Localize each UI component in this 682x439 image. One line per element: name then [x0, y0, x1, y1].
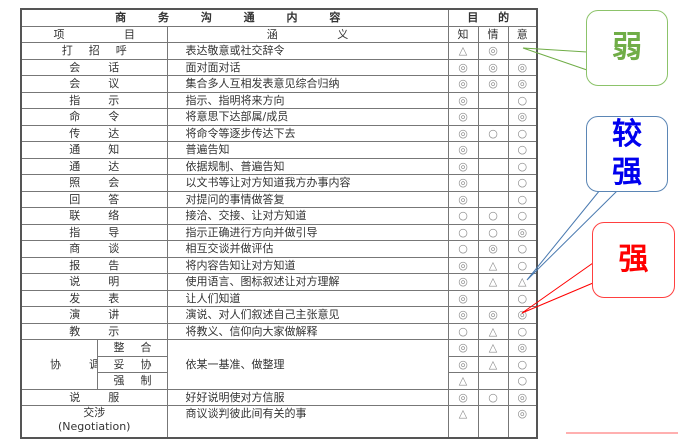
table-row: 商谈 相互交谈并做评估 ○ ◎ ○ [20, 240, 538, 258]
column-header-row: 项 目 涵 义 知 情 意 [20, 25, 538, 43]
purpose-header: 目 的 [447, 8, 538, 27]
table-row: 说明 使用语言、图标叙述让对方理解 ◎ △ △ [20, 273, 538, 291]
table-row: 联络 接洽、交接、让对方知道 ○ ○ ○ [20, 207, 538, 225]
strong-connector [521, 262, 594, 314]
meaning-cell: 演说、对人们叙述自己主张意见 [166, 306, 449, 324]
meaning-cell: 将命令等逐步传达下去 [166, 124, 449, 142]
meaning-cell: 表达敬意或社交辞令 [166, 42, 449, 60]
callout-strong-label: 强 [618, 242, 649, 277]
item-cell: 回答 [20, 190, 168, 208]
table-row-negotiation: 交涉 (Negotiation) 商议谈判彼此间有关的事 △ ◎ [20, 405, 538, 439]
negotiation-label: 交涉 [83, 406, 106, 419]
meaning-cell: 好好说明使对方信服 [166, 388, 449, 406]
table-row: 会议 集合多人互相发表意见综合归纳 ◎ ◎ ◎ [20, 75, 538, 93]
meaning-cell: 让人们知道 [166, 289, 449, 307]
item-cell: 说服 [20, 388, 168, 406]
table-row: 发表 让人们知道 ◎ ○ [20, 289, 538, 307]
table-row: 回答 对提问的事情做答复 ◎ ○ [20, 190, 538, 208]
item-cell: 交涉 (Negotiation) [20, 405, 168, 439]
item-cell: 会话 [20, 58, 168, 76]
item-cell: 说明 [20, 273, 168, 291]
feel-mark [477, 405, 509, 439]
intent-mark: ◎ [507, 58, 538, 76]
item-cell: 指导 [20, 223, 168, 241]
meaning-cell: 依某一基准、做整理 [166, 339, 449, 390]
table-row: 照会 以文书等让对方知道我方办事内容 ◎ ○ [20, 174, 538, 192]
callout-weak: 弱 [586, 10, 668, 86]
table-title: 商 务 沟 通 内 容 [20, 8, 449, 27]
weak-connector [522, 47, 588, 71]
meaning-cell: 以文书等让对方知道我方办事内容 [166, 174, 449, 192]
callout-weak-label: 弱 [612, 30, 642, 65]
meaning-cell: 商议谈判彼此间有关的事 [166, 405, 449, 439]
meaning-cell: 接洽、交接、让对方知道 [166, 207, 449, 225]
item-cell: 指示 [20, 91, 168, 109]
table-row: 指示 指示、指明将来方向 ◎ ○ [20, 91, 538, 109]
meaning-cell: 对提问的事情做答复 [166, 190, 449, 208]
callout-stronger: 较强 [586, 116, 668, 192]
negotiation-label-en: (Negotiation) [58, 420, 131, 433]
meaning-cell: 指示、指明将来方向 [166, 91, 449, 109]
stronger-connector [526, 189, 619, 281]
table-row: 协调整合依某一基准、做整理◎△◎ [20, 339, 538, 390]
table-row: 说服 好好说明使对方信服 ◎ ○ ◎ [20, 388, 538, 406]
table-row: 强制 △ ○ [21, 372, 538, 390]
table-row: 传达 将命令等逐步传达下去 ◎ ○ ○ [20, 124, 538, 142]
title-row: 商 务 沟 通 内 容 目 的 [20, 8, 538, 27]
table-row: 会话 面对面对话 ◎ ◎ ◎ [20, 58, 538, 76]
callout-strong: 强 [592, 222, 675, 298]
business-communication-table: 商 务 沟 通 内 容 目 的 项 目 涵 义 知 情 意 打招呼 表达敬意或社交… [20, 8, 539, 439]
callout-stronger-label: 较强 [612, 117, 642, 190]
table-row: 打招呼 表达敬意或社交辞令 △ ◎ [20, 42, 538, 60]
